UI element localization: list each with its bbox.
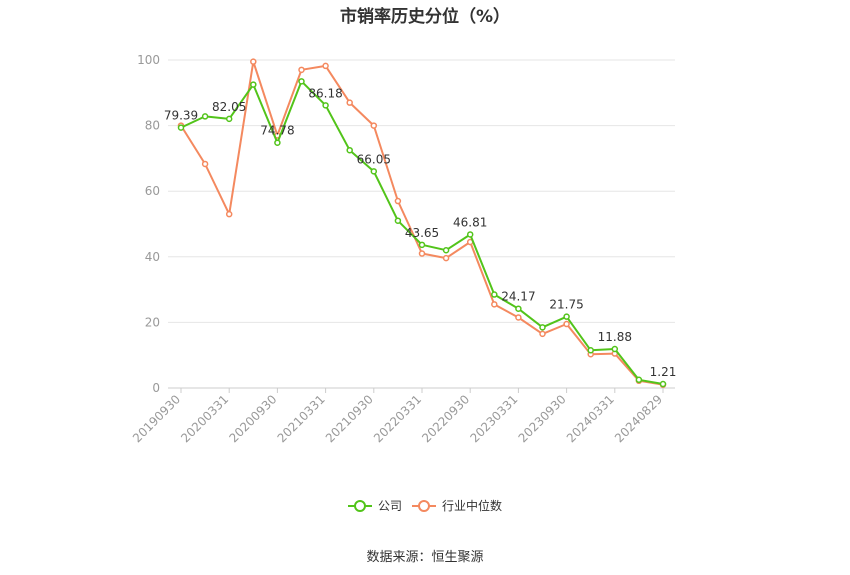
data-point-industry-median [201,160,209,168]
x-tick-label: 20210331 [275,392,328,445]
data-point-company [491,291,498,298]
data-point-industry-median [442,254,450,262]
data-point-company [635,376,643,384]
data-point-industry-median [370,122,378,129]
data-point-company [298,78,305,85]
x-tick-label: 20220930 [419,392,472,445]
data-label: 11.88 [598,330,632,344]
data-point-company [201,113,209,120]
data-label: 21.75 [549,298,583,312]
series-line-industry-median [180,60,664,386]
legend-label: 行业中位数 [442,498,502,513]
data-point-industry-median [225,210,233,218]
data-label: 66.05 [357,152,391,166]
data-point-company [418,241,426,249]
data-point-industry-median [539,330,546,338]
data-label: 43.65 [405,226,439,240]
data-point-industry-median [298,66,305,74]
legend-item-company[interactable]: 公司 [348,499,402,513]
legend-label: 公司 [378,499,402,513]
data-point-industry-median [418,250,426,257]
chart-title: 市销率历史分位（%） [339,7,511,27]
legend-item-industry-median[interactable]: 行业中位数 [412,498,502,513]
data-label: 46.81 [453,215,487,229]
data-point-company [466,231,474,238]
data-point-industry-median [563,320,570,328]
data-point-company [539,324,546,331]
data-point-company [611,345,619,353]
data-source: 数据来源：恒生聚源 [366,550,484,565]
data-point-company [659,380,667,388]
data-point-company [563,313,570,320]
y-tick-label: 80 [145,119,160,133]
data-point-company [274,139,281,146]
data-point-company [370,168,378,175]
data-point-industry-median [322,62,329,70]
x-tick-label: 20190930 [130,392,183,445]
data-point-company [250,81,257,88]
x-tick-label: 20220331 [371,392,424,445]
x-tick-label: 20240829 [612,392,665,445]
data-point-company [177,124,185,131]
data-point-company [322,102,329,109]
x-tick-label: 20200331 [178,392,231,445]
data-label: 24.17 [501,290,535,304]
legend-marker [354,500,366,512]
data-point-company [346,146,353,154]
data-point-industry-median [250,58,257,65]
data-label: 74.78 [260,124,294,138]
data-point-company [225,115,233,123]
x-tick-label: 20230331 [467,392,520,445]
data-point-company [587,347,594,354]
data-point-industry-median [491,301,498,308]
data-point-company [515,305,522,312]
legend-marker [418,500,430,512]
data-point-industry-median [346,99,353,106]
y-tick-label: 100 [137,53,160,67]
data-point-industry-median [515,314,522,321]
x-tick-label: 20230930 [516,392,569,445]
data-label: 79.39 [164,109,198,123]
y-tick-label: 0 [152,381,160,395]
data-label: 86.18 [308,86,342,100]
data-point-company [394,217,402,224]
y-tick-label: 20 [145,315,160,329]
y-tick-label: 60 [145,184,160,198]
y-tick-label: 40 [145,250,160,264]
data-label: 1.21 [650,365,677,379]
x-tick-label: 20200930 [226,392,279,445]
data-point-company [442,246,450,254]
data-label: 82.05 [212,100,246,114]
data-point-industry-median [394,197,402,205]
x-tick-label: 20240331 [564,392,617,445]
x-tick-label: 20210930 [323,392,376,445]
